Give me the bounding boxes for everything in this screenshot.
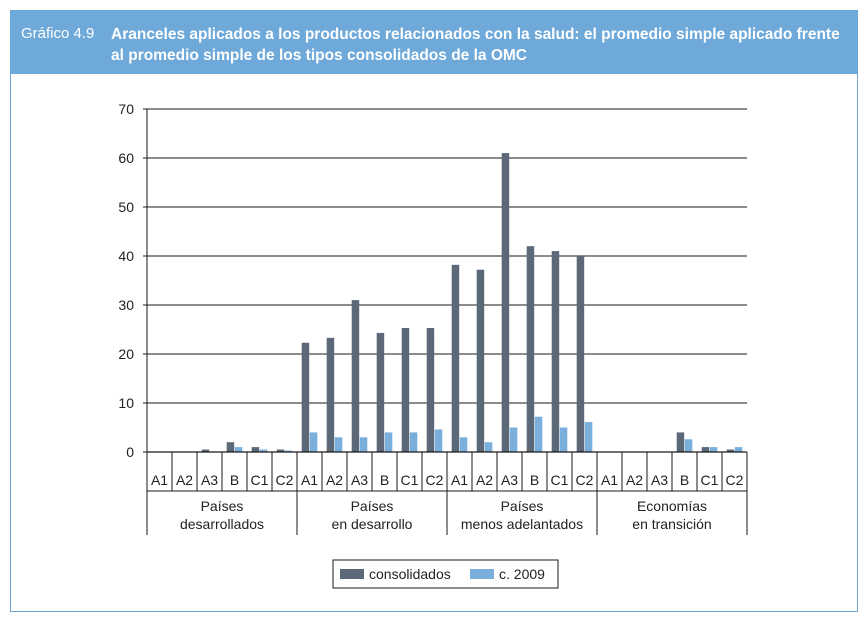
x-tick-label: C1 [701,472,719,488]
bar-consolidados [676,432,685,452]
y-tick-label: 30 [118,297,134,313]
x-tick-label: A3 [651,472,668,488]
x-tick-label: C1 [251,472,269,488]
x-tick-label: C2 [276,472,294,488]
x-tick-label: C1 [551,472,569,488]
bar-consolidados [226,442,235,452]
bar-c2009 [384,432,393,452]
bar-consolidados [301,342,310,452]
legend-swatch-consolidados [340,569,364,579]
bars [201,153,743,452]
x-tick-label: B [380,472,389,488]
bar-c2009 [584,422,593,452]
y-tick-label: 50 [118,199,134,215]
x-tick-label: C2 [726,472,744,488]
bar-c2009 [409,432,418,452]
y-tick-label: 20 [118,346,134,362]
y-tick-label: 60 [118,150,134,166]
legend-swatch-c2009 [470,569,494,579]
figure-header: Gráfico 4.9 Aranceles aplicados a los pr… [11,11,857,74]
bar-c2009 [484,442,493,452]
x-tick-label: A1 [451,472,468,488]
bar-consolidados [401,328,410,452]
x-tick-label: C1 [401,472,419,488]
x-tick-label: A3 [201,472,218,488]
bar-c2009 [534,416,543,452]
bar-consolidados [726,449,735,452]
bar-consolidados [426,328,435,452]
figure-label: Gráfico 4.9 [21,25,95,42]
x-tick-label: A2 [626,472,643,488]
legend-label-c2009: c. 2009 [499,566,545,582]
bar-c2009 [434,429,443,452]
bar-c2009 [284,450,293,452]
y-tick-label: 0 [126,444,134,460]
figure-frame: Gráfico 4.9 Aranceles aplicados a los pr… [10,10,858,612]
bar-consolidados [476,269,485,452]
x-tick-label: A1 [151,472,168,488]
x-tick-label: A3 [501,472,518,488]
x-tick-label: A2 [476,472,493,488]
bar-consolidados [276,449,285,452]
bar-consolidados [376,332,385,452]
x-tick-label: B [680,472,689,488]
x-axis-labels: A1 A2 A3 B C1 C2 A1 A2 A3 B C1 C2 A1 A2 A3 B C1 C2 A1 A2 A3 B… [146,452,748,535]
bar-c2009 [734,447,743,452]
y-tick-label: 10 [118,395,134,411]
legend-label-consolidados: consolidados [369,566,451,582]
bar-consolidados [501,153,510,452]
bar-consolidados [551,251,560,452]
bar-consolidados [576,256,585,452]
legend: consolidados c. 2009 [332,559,559,589]
figure-title: Aranceles aplicados a los productos rela… [111,26,840,64]
bar-c2009 [559,427,568,452]
bar-c2009 [684,439,693,452]
x-tick-label: C2 [426,472,444,488]
y-tick-label: 70 [118,101,134,117]
bar-consolidados [351,300,360,452]
group-label-line1: Países [201,498,244,514]
bar-consolidados [526,246,535,452]
bar-consolidados [451,264,460,452]
bar-consolidados [201,449,210,452]
bar-c2009 [334,437,343,452]
bar-c2009 [234,447,243,452]
y-tick-label: 40 [118,248,134,264]
bar-c2009 [509,427,518,452]
axes [146,109,747,453]
bar-consolidados [326,337,335,452]
x-tick-label: A1 [601,472,618,488]
group-label-line1: Países [501,498,544,514]
legend-box [332,559,559,589]
gridlines [147,108,747,404]
bar-c2009 [459,437,468,452]
y-axis-ticks: 0 10 20 30 40 50 60 70 [118,101,147,460]
bar-c2009 [309,432,318,452]
x-tick-label: A2 [326,472,343,488]
x-tick-label: C2 [576,472,594,488]
bar-consolidados [251,447,260,452]
group-label-line1: Economías [637,498,707,514]
x-tick-label: A3 [351,472,368,488]
group-label-line2: en transición [632,516,711,532]
x-tick-label: B [230,472,239,488]
group-label-line2: en desarrollo [332,516,413,532]
group-label-line2: menos adelantados [461,516,583,532]
bar-c2009 [259,449,268,452]
bar-consolidados [701,447,710,452]
bar-c2009 [709,447,718,452]
x-tick-label: A1 [301,472,318,488]
group-label-line2: desarrollados [180,516,264,532]
group-label-line1: Países [351,498,394,514]
x-tick-label: A2 [176,472,193,488]
bar-c2009 [359,437,368,452]
x-tick-label: B [530,472,539,488]
